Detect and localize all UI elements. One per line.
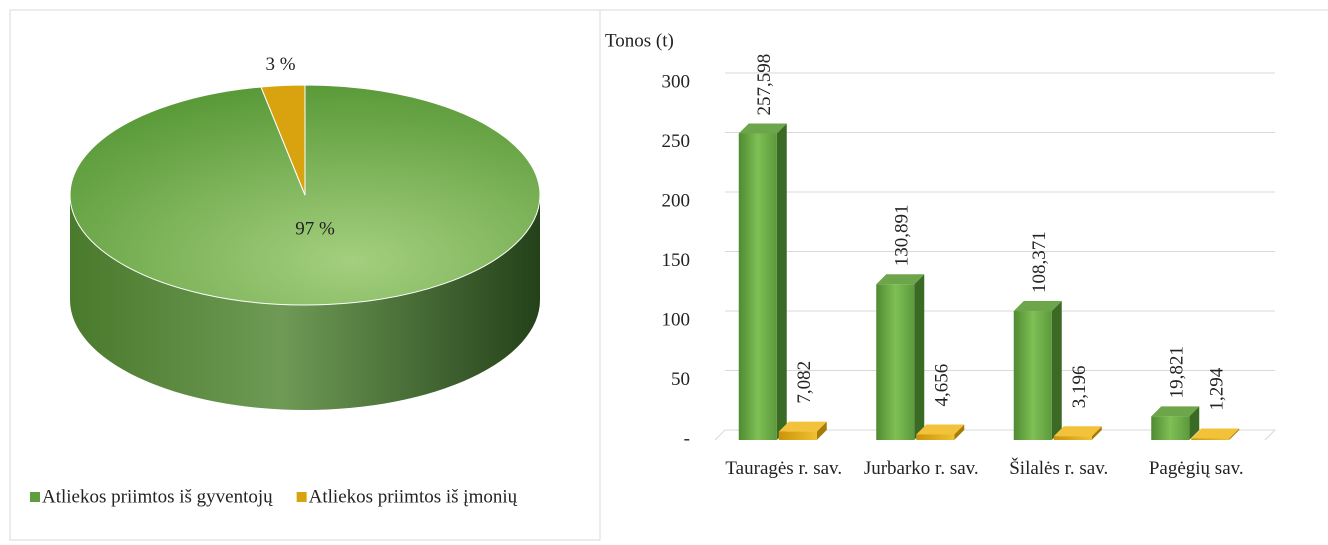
bar-top [916,424,965,435]
y-tick-label: 200 [662,190,691,211]
floor [714,429,1277,441]
bar-side [1229,428,1240,440]
data-label: 108,371 [1029,231,1050,293]
bar-side [1091,426,1102,440]
y-tick-label: 50 [671,369,690,390]
x-tick-label: Šilalės r. sav. [1009,458,1109,479]
legend-swatch [30,492,40,502]
y-tick-label: 100 [662,309,691,330]
bar-side [1189,406,1200,440]
y-tick-label: 250 [662,131,691,152]
bar-side [816,421,827,440]
bar-top [1053,426,1102,437]
bar [1191,438,1230,440]
data-label: 3 % [265,54,295,75]
data-label: 97 % [295,218,335,239]
data-label: 19,821 [1167,346,1188,398]
legend-label: Atliekos priimtos iš įmonių [309,486,518,507]
data-label: 1,294 [1207,367,1228,410]
data-label: 4,656 [932,364,953,407]
bar [876,284,915,440]
data-label: 7,082 [794,361,815,404]
bar-top [1191,428,1240,439]
data-label: 3,196 [1069,365,1090,408]
pie-side [70,195,540,410]
bar-top [738,123,787,134]
x-tick-label: Jurbarko r. sav. [863,458,979,479]
legend-label: Atliekos priimtos iš gyventojų [42,486,273,507]
bar [738,133,777,440]
y-axis-label: Tonos (t) [605,30,674,51]
bar-top [1013,301,1062,312]
bar [778,431,817,440]
y-tick-label: - [684,428,690,449]
pie-slice [260,84,306,196]
bar-side [914,274,925,440]
x-tick-label: Tauragės r. sav. [725,458,843,479]
bar [1053,436,1092,440]
bar [1013,311,1052,440]
bar-top [778,421,827,432]
bar-top [876,274,925,285]
data-label: 257,598 [754,54,775,116]
legend-swatch [296,492,307,502]
bar-top [1151,406,1200,417]
y-tick-label: 300 [662,71,691,92]
x-tick-label: Pagėgių sav. [1148,458,1244,479]
y-tick-label: 150 [662,250,691,271]
bar [916,434,955,440]
bar-side [776,123,787,441]
bar-side [954,424,965,440]
bar [1151,416,1190,440]
data-label: 130,891 [892,204,913,266]
bar-side [1051,301,1062,440]
pie-frame [9,9,601,541]
